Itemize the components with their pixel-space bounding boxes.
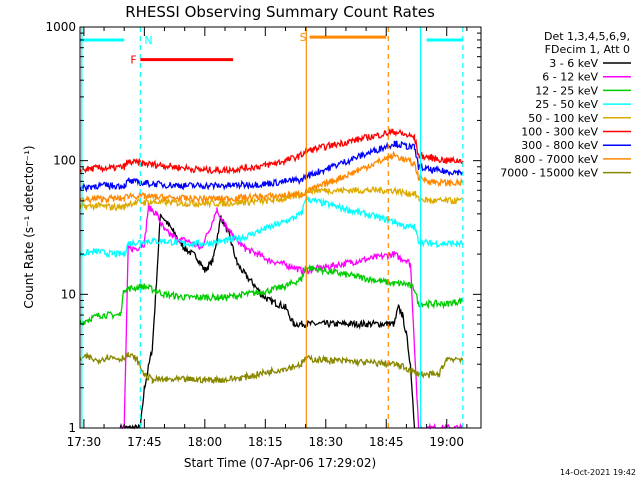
x-axis-label: Start Time (07-Apr-06 17:29:02) <box>184 456 376 470</box>
labels: RHESSI Observing Summary Count Rates Star… <box>22 3 636 477</box>
series-line <box>79 184 463 212</box>
x-tick-label: 18:30 <box>308 435 343 449</box>
plot-frame <box>79 26 482 429</box>
series-line <box>79 127 464 175</box>
legend-header: Det 1,3,4,5,6,9, <box>544 30 630 43</box>
y-tick-label: 10 <box>61 287 76 301</box>
series-line <box>79 351 464 385</box>
legend-label: 25 - 50 keV <box>535 98 598 111</box>
legend-label: 50 - 100 keV <box>528 112 598 125</box>
series-line <box>79 140 464 193</box>
annotation-label: S <box>300 31 307 44</box>
series-line <box>79 150 463 204</box>
x-tick-label: 17:45 <box>127 435 162 449</box>
x-tick-label: 17:30 <box>67 435 102 449</box>
x-tick-label: 18:45 <box>369 435 404 449</box>
series-line <box>120 201 464 430</box>
legend-header: FDecim 1, Att 0 <box>545 43 630 56</box>
annotation-label: F <box>130 54 136 67</box>
footer-date: 14-Oct-2021 19:42 <box>560 468 636 477</box>
series-line <box>79 264 464 326</box>
x-tick-label: 18:00 <box>188 435 223 449</box>
legend-label: 100 - 300 keV <box>521 126 598 139</box>
series-line <box>119 213 416 430</box>
legend-label: 800 - 7000 keV <box>514 153 598 166</box>
legend-label: 12 - 25 keV <box>535 84 598 97</box>
y-tick-label: 1000 <box>45 20 76 34</box>
y-axis-label: Count Rate (s⁻¹ detector⁻¹) <box>22 145 36 308</box>
legend-label: 3 - 6 keV <box>549 57 598 70</box>
series-line <box>79 196 464 258</box>
legend-label: 6 - 12 keV <box>542 71 598 84</box>
chart-title: RHESSI Observing Summary Count Rates <box>125 3 435 21</box>
axes: 1 10 100 1000 17:30 17:45 18:00 18:15 18:30 18:45… <box>45 20 482 449</box>
y-tick-label: 100 <box>53 154 76 168</box>
y-tick-label: 1 <box>68 421 76 435</box>
annotation-label: N <box>144 34 152 47</box>
plot-area: NF S <box>79 27 464 430</box>
x-tick-label: 19:00 <box>429 435 464 449</box>
legend-label: 7000 - 15000 keV <box>500 167 598 180</box>
legend: Det 1,3,4,5,6,9,FDecim 1, Att 03 - 6 keV… <box>500 30 631 180</box>
x-tick-label: 18:15 <box>248 435 283 449</box>
legend-label: 300 - 800 keV <box>521 139 598 152</box>
